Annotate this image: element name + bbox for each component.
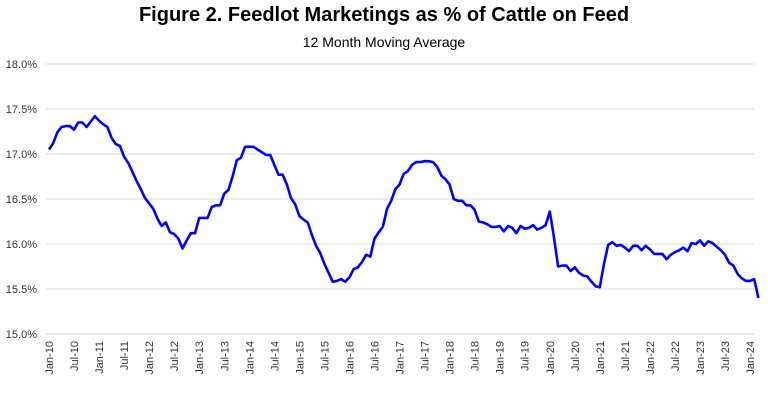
gridlines <box>46 63 754 335</box>
x-tick-label: Jul-21 <box>620 341 632 371</box>
x-tick-label: Jul-23 <box>720 341 732 371</box>
x-tick-label: Jul-16 <box>369 341 381 371</box>
x-tick-label: Jan-23 <box>695 341 707 375</box>
x-tick-label: Jan-22 <box>645 341 657 375</box>
y-tick-label: 16.0% <box>6 239 37 251</box>
x-tick-label: Jul-13 <box>219 341 231 371</box>
x-axis-ticks: Jan-10 Jul-10 Jan-11 Jul-11 Jan-12 Jul-12 Jan-… <box>44 341 757 375</box>
x-tick-label: Jul-14 <box>269 341 281 371</box>
x-tick-label: Jul-20 <box>570 341 582 371</box>
x-tick-label: Jan-15 <box>294 341 306 375</box>
y-tick-label: 18.0% <box>6 59 37 71</box>
x-tick-label: Jul-19 <box>520 341 532 371</box>
x-tick-label: Jan-16 <box>344 341 356 375</box>
x-tick-label: Jan-20 <box>545 341 557 375</box>
series-lines <box>47 114 760 299</box>
x-tick-label: Jul-17 <box>420 341 432 371</box>
x-tick-label: Jan-24 <box>745 341 757 375</box>
series-line <box>47 114 760 299</box>
x-tick-label: Jan-18 <box>445 341 457 375</box>
x-tick-label: Jan-13 <box>194 341 206 375</box>
x-tick-label: Jan-14 <box>244 341 256 375</box>
x-tick-label: Jan-11 <box>94 341 106 374</box>
chart-subtitle: 12 Month Moving Average <box>302 34 466 50</box>
x-tick-label: Jul-12 <box>169 341 181 371</box>
x-tick-label: Jul-11 <box>119 341 131 370</box>
chart-title: Figure 2. Feedlot Marketings as % of Cat… <box>138 4 630 26</box>
x-tick-label: Jan-21 <box>595 341 607 375</box>
x-tick-label: Jan-17 <box>395 341 407 375</box>
y-tick-label: 17.0% <box>6 149 37 161</box>
y-tick-label: 17.5% <box>6 104 37 116</box>
x-tick-label: Jul-18 <box>470 341 482 371</box>
y-axis-ticks: 15.0% 15.5% 16.0% 16.5% 17.0% 17.5% 18.0% <box>6 59 37 341</box>
y-tick-label: 15.0% <box>6 329 37 341</box>
y-tick-label: 15.5% <box>6 284 37 296</box>
x-tick-label: Jan-10 <box>44 341 56 375</box>
x-tick-label: Jul-10 <box>69 341 81 371</box>
y-tick-label: 16.5% <box>6 194 37 206</box>
x-tick-label: Jan-19 <box>495 341 507 375</box>
x-tick-label: Jan-12 <box>144 341 156 375</box>
x-tick-label: Jul-22 <box>670 341 682 371</box>
x-tick-label: Jul-15 <box>319 341 331 371</box>
